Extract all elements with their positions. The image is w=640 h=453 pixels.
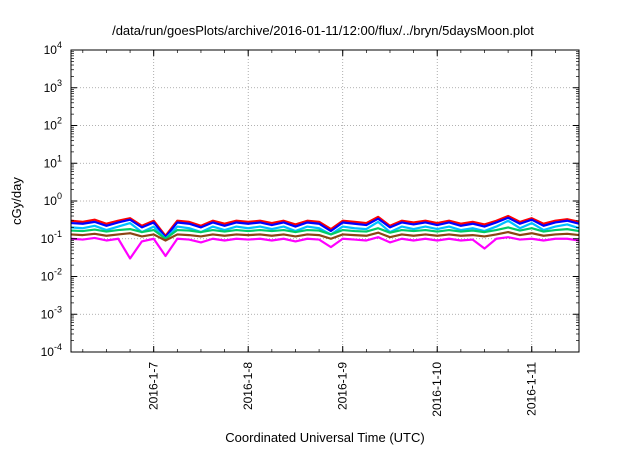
y-tick-label: 102 <box>44 116 62 133</box>
x-tick-label: 2016-1-7 <box>147 362 161 410</box>
x-tick-label: 2016-1-9 <box>336 362 350 410</box>
y-axis-label: cGy/day <box>9 177 24 225</box>
plot-frame <box>70 49 580 353</box>
series-line-6 <box>70 236 580 260</box>
y-tick-label: 10-1 <box>41 229 62 246</box>
y-axis-ticks: 10-4 10-3 10-2 10-1 100 101 102 103 104 <box>41 40 579 359</box>
chart-title: /data/run/goesPlots/archive/2016-01-11/1… <box>112 23 534 38</box>
series-line-4 <box>70 226 580 240</box>
x-tick-label: 2016-1-8 <box>241 362 255 410</box>
x-tick-label: 2016-1-11 <box>525 362 539 416</box>
y-tick-label: 103 <box>44 78 62 95</box>
y-tick-label: 100 <box>44 191 62 208</box>
y-tick-label: 10-4 <box>41 342 62 359</box>
series-line-5 <box>70 231 580 242</box>
y-tick-label: 10-3 <box>41 304 62 321</box>
series-layer <box>70 214 580 260</box>
series-line-2 <box>70 216 580 239</box>
y-tick-label: 101 <box>44 153 62 170</box>
y-tick-label: 104 <box>44 40 62 57</box>
y-tick-label: 10-2 <box>41 267 62 284</box>
x-axis-label: Coordinated Universal Time (UTC) <box>225 430 424 445</box>
grid-layer <box>71 50 579 352</box>
x-tick-label: 2016-1-10 <box>430 362 444 417</box>
